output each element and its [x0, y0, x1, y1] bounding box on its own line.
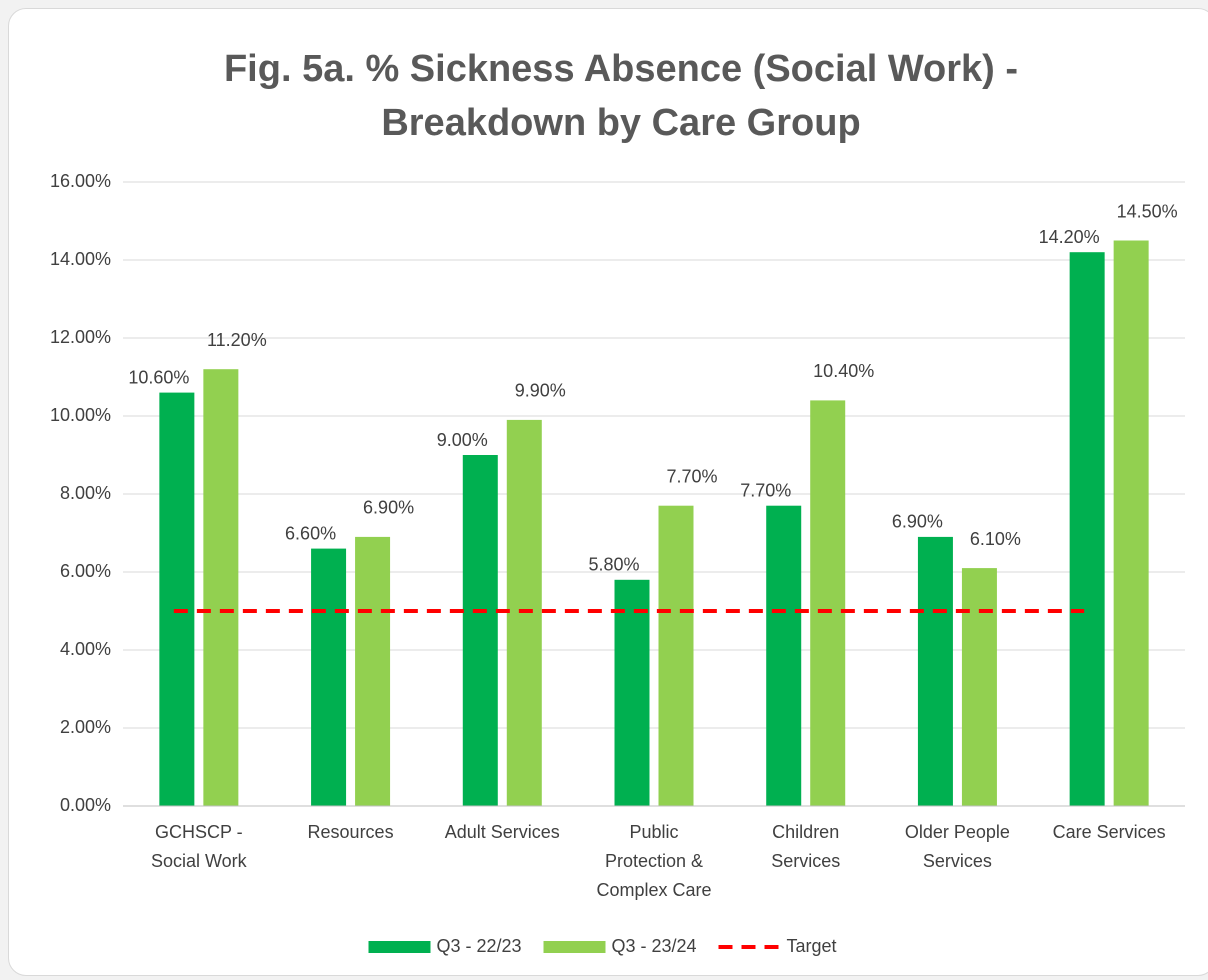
x-tick-label: Adult Services — [444, 822, 560, 842]
y-tick-label: 6.00% — [60, 561, 111, 581]
bar — [917, 536, 953, 806]
data-label: 11.20% — [207, 330, 267, 350]
data-label: 6.90% — [363, 498, 414, 518]
data-label: 10.40% — [813, 361, 874, 381]
data-label: 9.00% — [437, 430, 488, 450]
chart: Fig. 5a. % Sickness Absence (Social Work… — [50, 48, 1185, 956]
y-tick-label: 8.00% — [60, 483, 111, 503]
bar — [810, 400, 846, 806]
y-tick-label: 16.00% — [50, 171, 111, 191]
bar — [355, 536, 391, 806]
x-tick-label: GCHSCP - Social Work — [150, 822, 247, 871]
bar — [159, 392, 195, 806]
legend-label: Target — [787, 936, 837, 956]
y-tick-label: 12.00% — [50, 327, 111, 347]
data-label: 6.10% — [970, 529, 1021, 549]
legend-label: Q3 - 22/23 — [437, 936, 522, 956]
x-tick-label: Care Services — [1052, 822, 1166, 842]
y-tick-label: 14.00% — [50, 249, 111, 269]
x-tick-label: Children Services — [771, 822, 841, 871]
y-tick-label: 4.00% — [60, 639, 111, 659]
bar — [766, 505, 802, 806]
data-label: 14.50% — [1117, 201, 1178, 221]
bar — [614, 579, 650, 806]
legend-label: Q3 - 23/24 — [612, 936, 697, 956]
y-tick-label: 10.00% — [50, 405, 111, 425]
chart-title: Fig. 5a. % Sickness Absence (Social Work… — [224, 48, 1018, 90]
x-tick-label: Older People Services — [904, 822, 1010, 871]
x-tick-label: Public Protection & Complex Care — [596, 822, 712, 900]
data-label: 6.90% — [892, 512, 943, 532]
y-tick-label: 2.00% — [60, 717, 111, 737]
bar — [658, 505, 694, 806]
bar — [311, 548, 347, 806]
chart-title: Breakdown by Care Group — [381, 102, 860, 144]
data-label: 9.90% — [515, 381, 566, 401]
legend-swatch — [543, 941, 606, 953]
x-tick-label: Resources — [307, 822, 394, 842]
chart-frame: Fig. 5a. % Sickness Absence (Social Work… — [8, 8, 1208, 976]
data-label: 6.60% — [285, 523, 336, 543]
data-label: 7.70% — [740, 480, 791, 500]
data-label: 10.60% — [128, 367, 189, 387]
data-label: 7.70% — [666, 466, 717, 486]
bar — [1069, 252, 1105, 806]
data-label: 14.20% — [1039, 227, 1100, 247]
data-label: 5.80% — [588, 555, 639, 575]
bar — [203, 369, 239, 806]
legend-swatch — [368, 941, 431, 953]
bar — [1113, 240, 1149, 806]
y-tick-label: 0.00% — [60, 795, 111, 815]
bar — [462, 455, 498, 806]
bar — [961, 568, 997, 806]
